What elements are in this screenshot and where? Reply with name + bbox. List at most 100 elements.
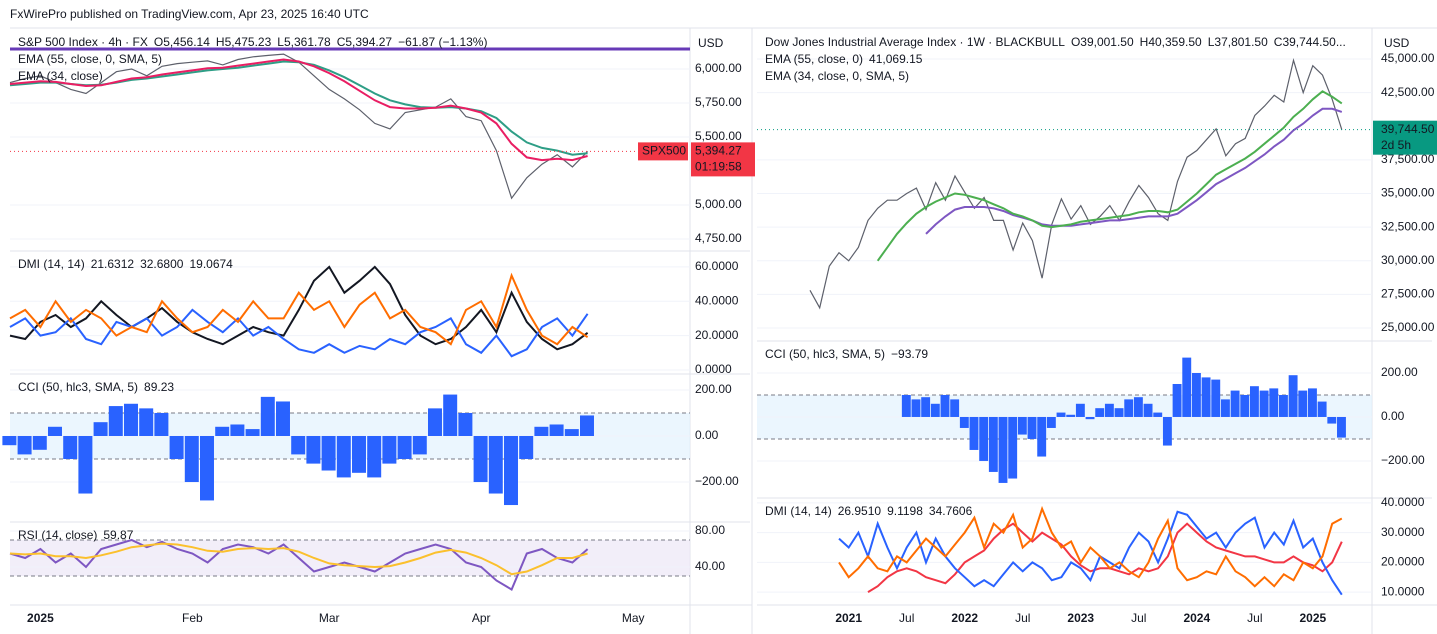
legend-title: DMI (14, 14) [18, 257, 85, 271]
bar [1317, 401, 1327, 417]
bar [534, 426, 549, 436]
bar [519, 435, 534, 460]
legend-entry: EMA (34, close, 0, SMA, 5) [765, 69, 909, 83]
x-tick-label: 2023 [1067, 611, 1094, 625]
y-tick-label: 5,000.00 [695, 197, 742, 211]
bar [428, 408, 442, 436]
bar [93, 422, 108, 436]
ohlc-value: L37,801.50 [1208, 35, 1268, 49]
y-tick-label: 20.0000 [1381, 555, 1425, 569]
currency-label: USD [698, 36, 724, 50]
bar [921, 397, 931, 417]
bar [504, 435, 518, 506]
y-tick-label: 40.0000 [695, 293, 739, 307]
ohlc-value: −61.87 (−1.13%) [398, 35, 487, 49]
legend-value: 21.6312 [91, 257, 135, 271]
bar [458, 412, 473, 436]
bar [473, 435, 488, 483]
y-tick-label: 40.0000 [1381, 495, 1425, 509]
bar [443, 394, 458, 436]
bar [184, 435, 199, 483]
x-tick-label: Jul [899, 611, 914, 625]
x-tick-label: Feb [182, 611, 203, 625]
bar [1017, 416, 1027, 435]
bar [63, 435, 78, 460]
y-tick-label: 27,500.00 [1381, 287, 1435, 301]
bar [1056, 412, 1066, 417]
ohlc-value: C5,394.27 [337, 35, 393, 49]
bar [488, 435, 503, 494]
legend-value: 9.1198 [887, 504, 923, 518]
x-tick-label: 2022 [951, 611, 978, 625]
series-line [838, 505, 1343, 588]
countdown-label: 2d 5h [1381, 138, 1411, 152]
bar [108, 406, 123, 436]
legend-entry: EMA (55, close, 0) [765, 52, 863, 66]
bar [200, 435, 214, 501]
y-tick-label: 80.00 [695, 523, 725, 537]
y-tick-label: 42,500.00 [1381, 85, 1435, 99]
bar [1104, 403, 1114, 417]
bar [1278, 394, 1288, 417]
bar [1308, 388, 1317, 417]
price-tag [691, 142, 755, 177]
bar [276, 401, 290, 436]
series-line [9, 58, 588, 162]
bar [1153, 412, 1163, 417]
ohlc-value: C39,744.50... [1274, 35, 1346, 49]
bar [2, 435, 17, 446]
bar [1288, 375, 1298, 417]
bar [1133, 397, 1143, 417]
publisher-header: FxWirePro published on TradingView.com, … [10, 7, 369, 21]
y-tick-label: 6,000.00 [695, 61, 742, 75]
y-tick-label: 0.00 [695, 428, 719, 442]
x-tick-label: Jul [1247, 611, 1262, 625]
ohlc-value: O39,001.50 [1071, 35, 1134, 49]
x-tick-label: May [622, 611, 645, 625]
bar [169, 435, 184, 460]
bar [1240, 394, 1250, 417]
series-line [9, 265, 589, 351]
series-line [9, 308, 589, 358]
bar [1337, 416, 1346, 438]
y-tick-label: −200.00 [695, 474, 739, 488]
y-tick-label: 10.0000 [1381, 584, 1425, 598]
bar [1143, 403, 1153, 417]
bar [1027, 416, 1037, 439]
legend-value: 89.23 [144, 380, 174, 394]
y-tick-label: 5,750.00 [695, 95, 742, 109]
price-label: 5,394.27 [695, 144, 742, 158]
series-line [9, 538, 589, 591]
bar [901, 394, 911, 417]
bar [230, 424, 245, 436]
bar [154, 412, 169, 436]
bar [930, 403, 940, 417]
bar [1182, 357, 1192, 417]
bar [1211, 379, 1221, 417]
bar [1114, 408, 1124, 417]
y-tick-label: 60.0000 [695, 259, 739, 273]
y-tick-label: −200.00 [1381, 453, 1425, 467]
bar [1249, 386, 1259, 417]
bar [367, 435, 382, 478]
bar [1220, 399, 1230, 417]
bar [1085, 416, 1095, 420]
ohlc-value: O5,456.14 [154, 35, 210, 49]
bar [1075, 403, 1085, 417]
symbol-label: SPX500 [642, 144, 686, 158]
bar [78, 435, 93, 494]
bar [1046, 416, 1056, 428]
bar [17, 435, 32, 455]
bar [1327, 416, 1337, 424]
bar [48, 426, 62, 436]
legend-title: CCI (50, hlc3, SMA, 5) [18, 380, 138, 394]
bar [911, 399, 921, 417]
symbol-tag [638, 142, 688, 161]
y-tick-label: 0.0000 [695, 362, 732, 376]
series-line [867, 522, 1343, 593]
bar [245, 429, 260, 436]
x-tick-label: Mar [319, 611, 340, 625]
bar [1066, 414, 1076, 417]
series-line [925, 107, 1343, 235]
